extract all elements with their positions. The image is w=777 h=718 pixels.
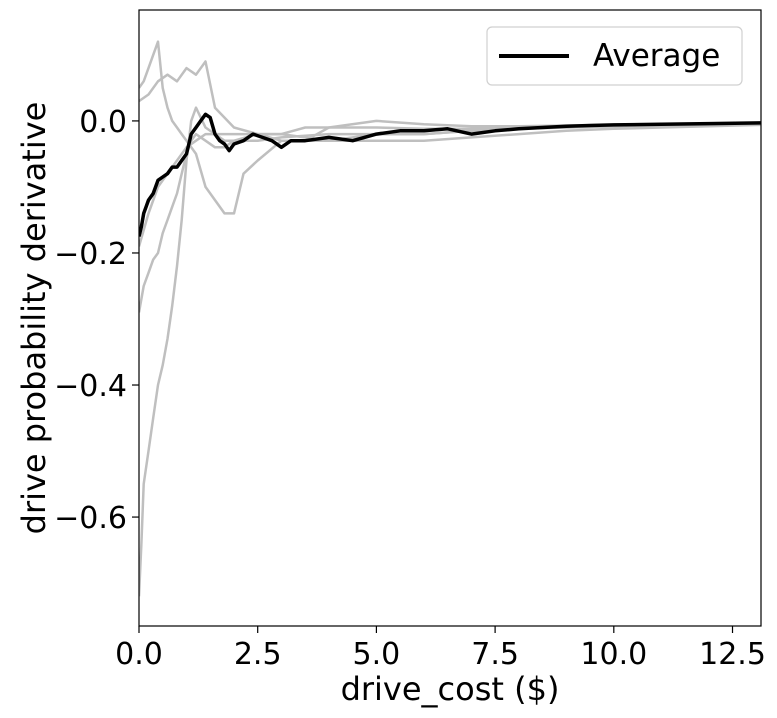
x-tick-label: 0.0 xyxy=(115,637,163,672)
plot-background xyxy=(139,10,761,626)
y-axis-ticks: 0.0 −0.2 −0.4 −0.6 xyxy=(54,105,139,536)
series-lines xyxy=(139,40,761,597)
x-tick-label: 2.5 xyxy=(234,637,282,672)
x-tick-label: 12.5 xyxy=(699,637,766,672)
y-tick-label: −0.4 xyxy=(54,369,127,404)
y-axis-label: drive probability derivative xyxy=(15,102,53,535)
legend: Average xyxy=(486,26,743,86)
x-tick-label: 10.0 xyxy=(580,637,647,672)
legend-box xyxy=(486,26,743,86)
legend-average-label: Average xyxy=(593,38,720,74)
x-axis-label: drive_cost ($) xyxy=(341,670,560,708)
y-tick-label: −0.2 xyxy=(54,237,127,272)
series-line-individual-3 xyxy=(139,40,761,215)
x-tick-label: 5.0 xyxy=(353,637,401,672)
x-axis-ticks: 0.0 2.5 5.0 7.5 10.0 12.5 xyxy=(115,626,766,672)
series-line-average xyxy=(139,112,761,237)
y-tick-label: 0.0 xyxy=(79,105,127,140)
y-tick-label: −0.6 xyxy=(54,501,127,536)
plot-frame xyxy=(138,9,762,627)
x-tick-label: 7.5 xyxy=(471,637,519,672)
